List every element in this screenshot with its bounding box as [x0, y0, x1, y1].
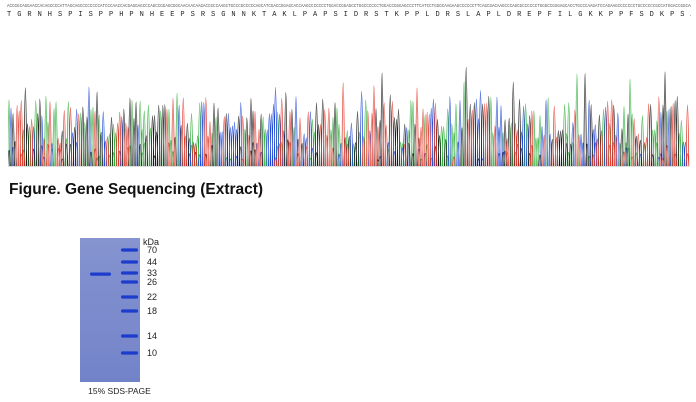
marker-label-70: 70	[147, 245, 157, 255]
marker-label-18: 18	[147, 306, 157, 316]
kda-unit-label: kDa	[143, 237, 159, 247]
figure-caption: Figure. Gene Sequencing (Extract)	[9, 181, 264, 198]
marker-label-26: 26	[147, 277, 157, 287]
marker-label-33: 33	[147, 268, 157, 278]
marker-label-22: 22	[147, 292, 157, 302]
amino-acid-sequence: T G R N H S P I S P P H P N H E E P S R …	[7, 11, 691, 19]
nucleotide-sequence: ACCGGCAGGAACCACAGCCCCATTAGCAGCCCCCCCCATC…	[7, 5, 691, 9]
trace-channel-T	[15, 82, 690, 167]
marker-band-33	[121, 271, 138, 275]
marker-band-44	[121, 260, 138, 264]
marker-band-70	[121, 248, 138, 252]
marker-label-44: 44	[147, 257, 157, 267]
marker-label-10: 10	[147, 348, 157, 358]
chromatogram-trace	[8, 67, 690, 167]
trace-channel-A	[8, 73, 684, 167]
marker-band-18	[121, 309, 138, 313]
trace-channel-C	[9, 87, 688, 167]
marker-band-14	[121, 334, 138, 338]
marker-band-22	[121, 295, 138, 299]
trace-channel-G	[8, 67, 679, 167]
marker-band-10	[121, 351, 138, 355]
sample-band	[90, 272, 111, 276]
marker-label-14: 14	[147, 331, 157, 341]
gel-label: 15% SDS-PAGE	[88, 386, 151, 396]
marker-band-26	[121, 280, 138, 284]
